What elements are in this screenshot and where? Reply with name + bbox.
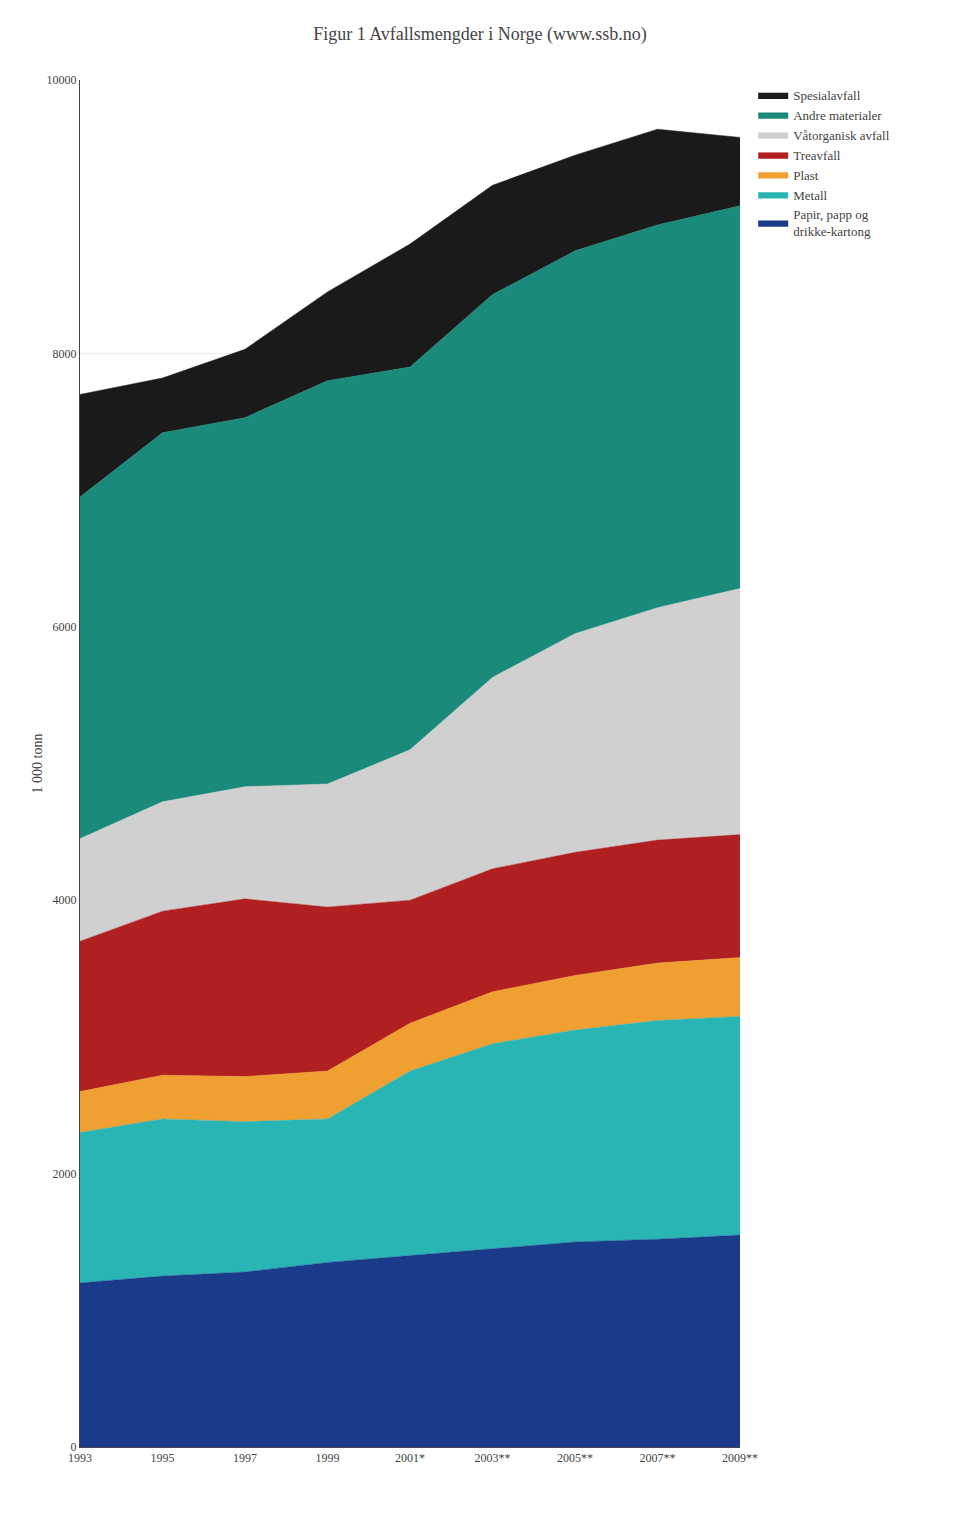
svg-text:4000: 4000 [53,893,77,907]
svg-text:1995: 1995 [151,1451,175,1465]
svg-text:Andre materialer: Andre materialer [793,108,882,123]
svg-text:Figur 1 Avfallsmengder i Norge: Figur 1 Avfallsmengder i Norge (www.ssb.… [313,24,647,45]
svg-text:1999: 1999 [316,1451,340,1465]
svg-text:2007**: 2007** [640,1451,676,1465]
svg-text:8000: 8000 [53,347,77,361]
svg-text:Spesialavfall: Spesialavfall [793,88,861,103]
svg-text:2000: 2000 [53,1167,77,1181]
svg-text:2001*: 2001* [395,1451,425,1465]
svg-text:2005**: 2005** [557,1451,593,1465]
svg-text:0: 0 [71,1440,77,1454]
svg-text:Metall: Metall [793,188,827,203]
svg-text:Plast: Plast [793,168,819,183]
svg-text:2009**: 2009** [722,1451,758,1465]
svg-text:Treavfall: Treavfall [793,148,841,163]
svg-text:Papir, papp ogdrikke-kartong: Papir, papp ogdrikke-kartong [793,207,871,239]
svg-text:10000: 10000 [47,73,77,87]
svg-text:1997: 1997 [233,1451,257,1465]
svg-text:1993: 1993 [68,1451,92,1465]
svg-text:2003**: 2003** [475,1451,511,1465]
svg-text:1 000 tonn: 1 000 tonn [30,734,45,794]
svg-text:Våtorganisk avfall: Våtorganisk avfall [793,128,890,143]
svg-text:6000: 6000 [53,620,77,634]
